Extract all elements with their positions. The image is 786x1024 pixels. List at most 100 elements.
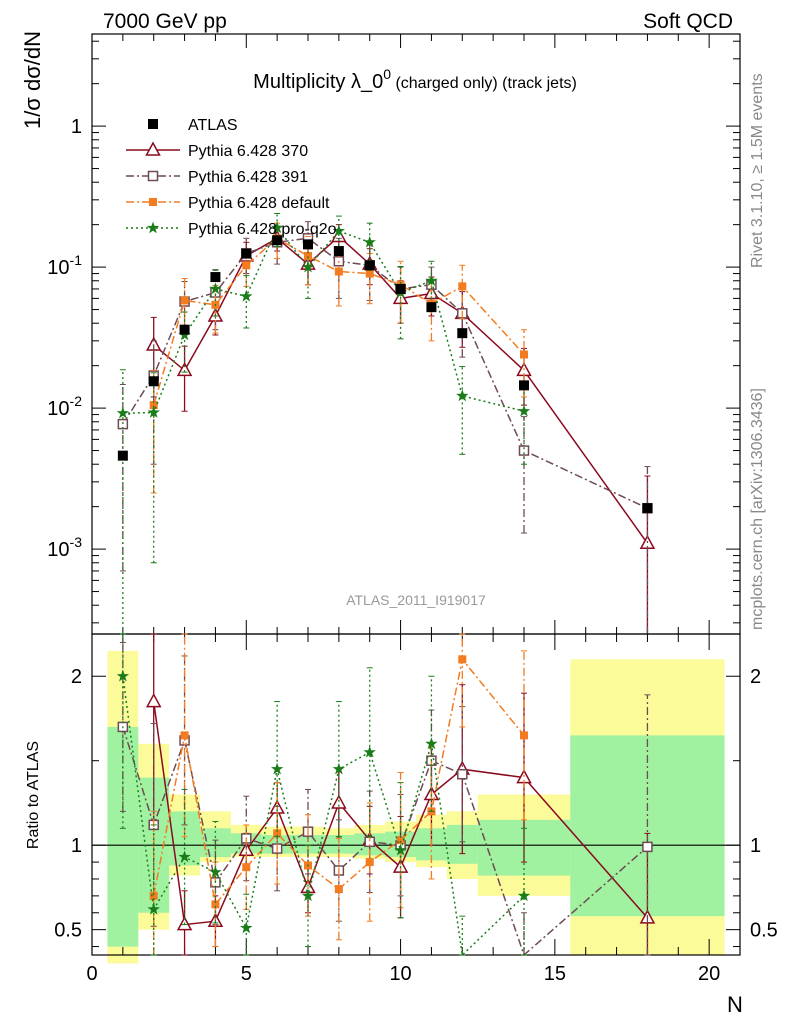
ratio-point bbox=[273, 829, 282, 838]
watermark: ATLAS_2011_I919017 bbox=[346, 592, 486, 608]
y-tick-exponent: -3 bbox=[70, 534, 83, 550]
ratio-point bbox=[301, 889, 315, 902]
data-point bbox=[642, 503, 653, 514]
data-point bbox=[518, 445, 530, 456]
ratio-y-tick-label-right: 1 bbox=[750, 835, 761, 857]
data-point bbox=[333, 246, 344, 257]
ratio-point bbox=[642, 841, 653, 853]
data-point bbox=[301, 260, 315, 273]
bottom-xlabel: N bbox=[727, 992, 743, 1017]
legend-label: Pythia 6.428 391 bbox=[188, 169, 308, 186]
y-tick-label: 10-2 bbox=[47, 393, 82, 420]
data-point bbox=[458, 282, 467, 291]
data-point bbox=[176, 361, 193, 377]
data-point bbox=[180, 296, 189, 305]
x-tick-label: 5 bbox=[241, 963, 252, 985]
ratio-point bbox=[149, 891, 158, 900]
side-label-top: Rivet 3.1.10, ≥ 1.5M events bbox=[749, 73, 766, 268]
data-point bbox=[304, 251, 312, 260]
data-point bbox=[364, 260, 375, 271]
data-point bbox=[147, 406, 160, 418]
uncertainty-band-inner bbox=[107, 726, 139, 947]
y-tick-exponent: -2 bbox=[70, 393, 83, 409]
ratio-series-line bbox=[152, 657, 525, 907]
ratio-y-tick-label: 0.5 bbox=[54, 920, 82, 942]
data-point bbox=[149, 401, 158, 410]
legend-marker bbox=[145, 141, 161, 156]
ratio-point bbox=[209, 865, 222, 878]
ratio-point bbox=[457, 768, 468, 780]
ratio-point bbox=[180, 731, 189, 740]
ratio-point bbox=[334, 885, 343, 894]
ratio-y-tick-label-right: 0.5 bbox=[750, 920, 778, 942]
data-point bbox=[240, 289, 253, 302]
ratio-point bbox=[147, 902, 160, 915]
data-point bbox=[365, 269, 374, 278]
data-point bbox=[179, 324, 190, 335]
data-point bbox=[271, 221, 284, 234]
ratio-y-tick-label: 1 bbox=[71, 835, 82, 857]
y-tick-label: 10-3 bbox=[47, 534, 82, 561]
ratio-point bbox=[517, 889, 531, 902]
data-point bbox=[116, 406, 129, 419]
ratio-plot-panel: 0.5 0.51 12 20 5 10 15 20 bbox=[54, 633, 778, 985]
data-point bbox=[520, 350, 528, 359]
data-point bbox=[363, 235, 376, 248]
data-point bbox=[395, 283, 406, 294]
legend-label: Pythia 6.428 370 bbox=[188, 143, 308, 160]
y-tick-label: 10-1 bbox=[47, 252, 82, 279]
data-point bbox=[148, 376, 159, 387]
data-point bbox=[242, 261, 251, 270]
data-point bbox=[209, 282, 222, 295]
ratio-point bbox=[331, 794, 347, 809]
main-plot-panel: 10-3 10-2 10-1 1 bbox=[47, 33, 741, 635]
legend-marker bbox=[149, 198, 157, 206]
legend: ATLAS Pythia 6.428 370 Pythia 6.428 391 Pyt… bbox=[126, 117, 337, 238]
ratio-point bbox=[363, 745, 376, 758]
y-tick-label: 1 bbox=[71, 116, 82, 138]
legend-label: Pythia 6.428 pro-q2o bbox=[188, 221, 337, 238]
top-ylabel: 1/σ dσ/dN bbox=[20, 31, 45, 129]
series-p391 bbox=[117, 221, 653, 635]
bottom-ylabel: Ratio to ATLAS bbox=[25, 741, 42, 849]
data-point bbox=[303, 239, 313, 250]
ratio-point bbox=[242, 863, 251, 872]
chart-title: Multiplicity λ_00 (charged only) (track … bbox=[253, 66, 577, 93]
legend-label: Pythia 6.428 default bbox=[188, 195, 330, 212]
ratio-point bbox=[396, 836, 405, 845]
side-label-bottom: mcplots.cern.ch [arXiv:1306.3436] bbox=[749, 388, 766, 630]
ratio-point bbox=[116, 669, 129, 682]
ratio-point bbox=[394, 843, 407, 856]
data-point bbox=[457, 328, 468, 339]
data-point bbox=[519, 380, 529, 391]
data-point bbox=[241, 248, 252, 259]
data-point bbox=[272, 235, 283, 246]
data-point bbox=[517, 404, 531, 417]
ratio-point bbox=[211, 900, 220, 909]
bottom-frame bbox=[91, 633, 741, 956]
data-point bbox=[334, 267, 343, 276]
series-line bbox=[122, 226, 525, 414]
legend-marker bbox=[148, 119, 158, 129]
series-pproq2o bbox=[116, 212, 531, 634]
ratio-point bbox=[271, 762, 284, 775]
ratio-y-tick-label-right: 2 bbox=[750, 666, 761, 688]
ratio-point bbox=[240, 921, 253, 934]
ratio-point bbox=[425, 737, 438, 750]
x-tick-label: 10 bbox=[389, 963, 411, 985]
ratio-y-tick-label: 2 bbox=[71, 666, 82, 688]
ratio-series-pproq2o bbox=[116, 633, 531, 957]
y-tick-exponent: -1 bbox=[70, 252, 83, 268]
ratio-point bbox=[365, 858, 374, 867]
series-atlas bbox=[117, 235, 653, 514]
legend-marker bbox=[147, 170, 159, 182]
chart-title-sub: (charged only) (track jets) bbox=[391, 75, 577, 92]
chart-title-main: Multiplicity λ_0 bbox=[253, 71, 383, 93]
ratio-point bbox=[178, 850, 191, 863]
x-tick-label: 15 bbox=[544, 963, 566, 985]
legend-label: ATLAS bbox=[188, 117, 238, 134]
series-line bbox=[152, 237, 525, 406]
x-tick-label: 0 bbox=[86, 963, 97, 985]
chart-title-sup: 0 bbox=[383, 66, 391, 82]
